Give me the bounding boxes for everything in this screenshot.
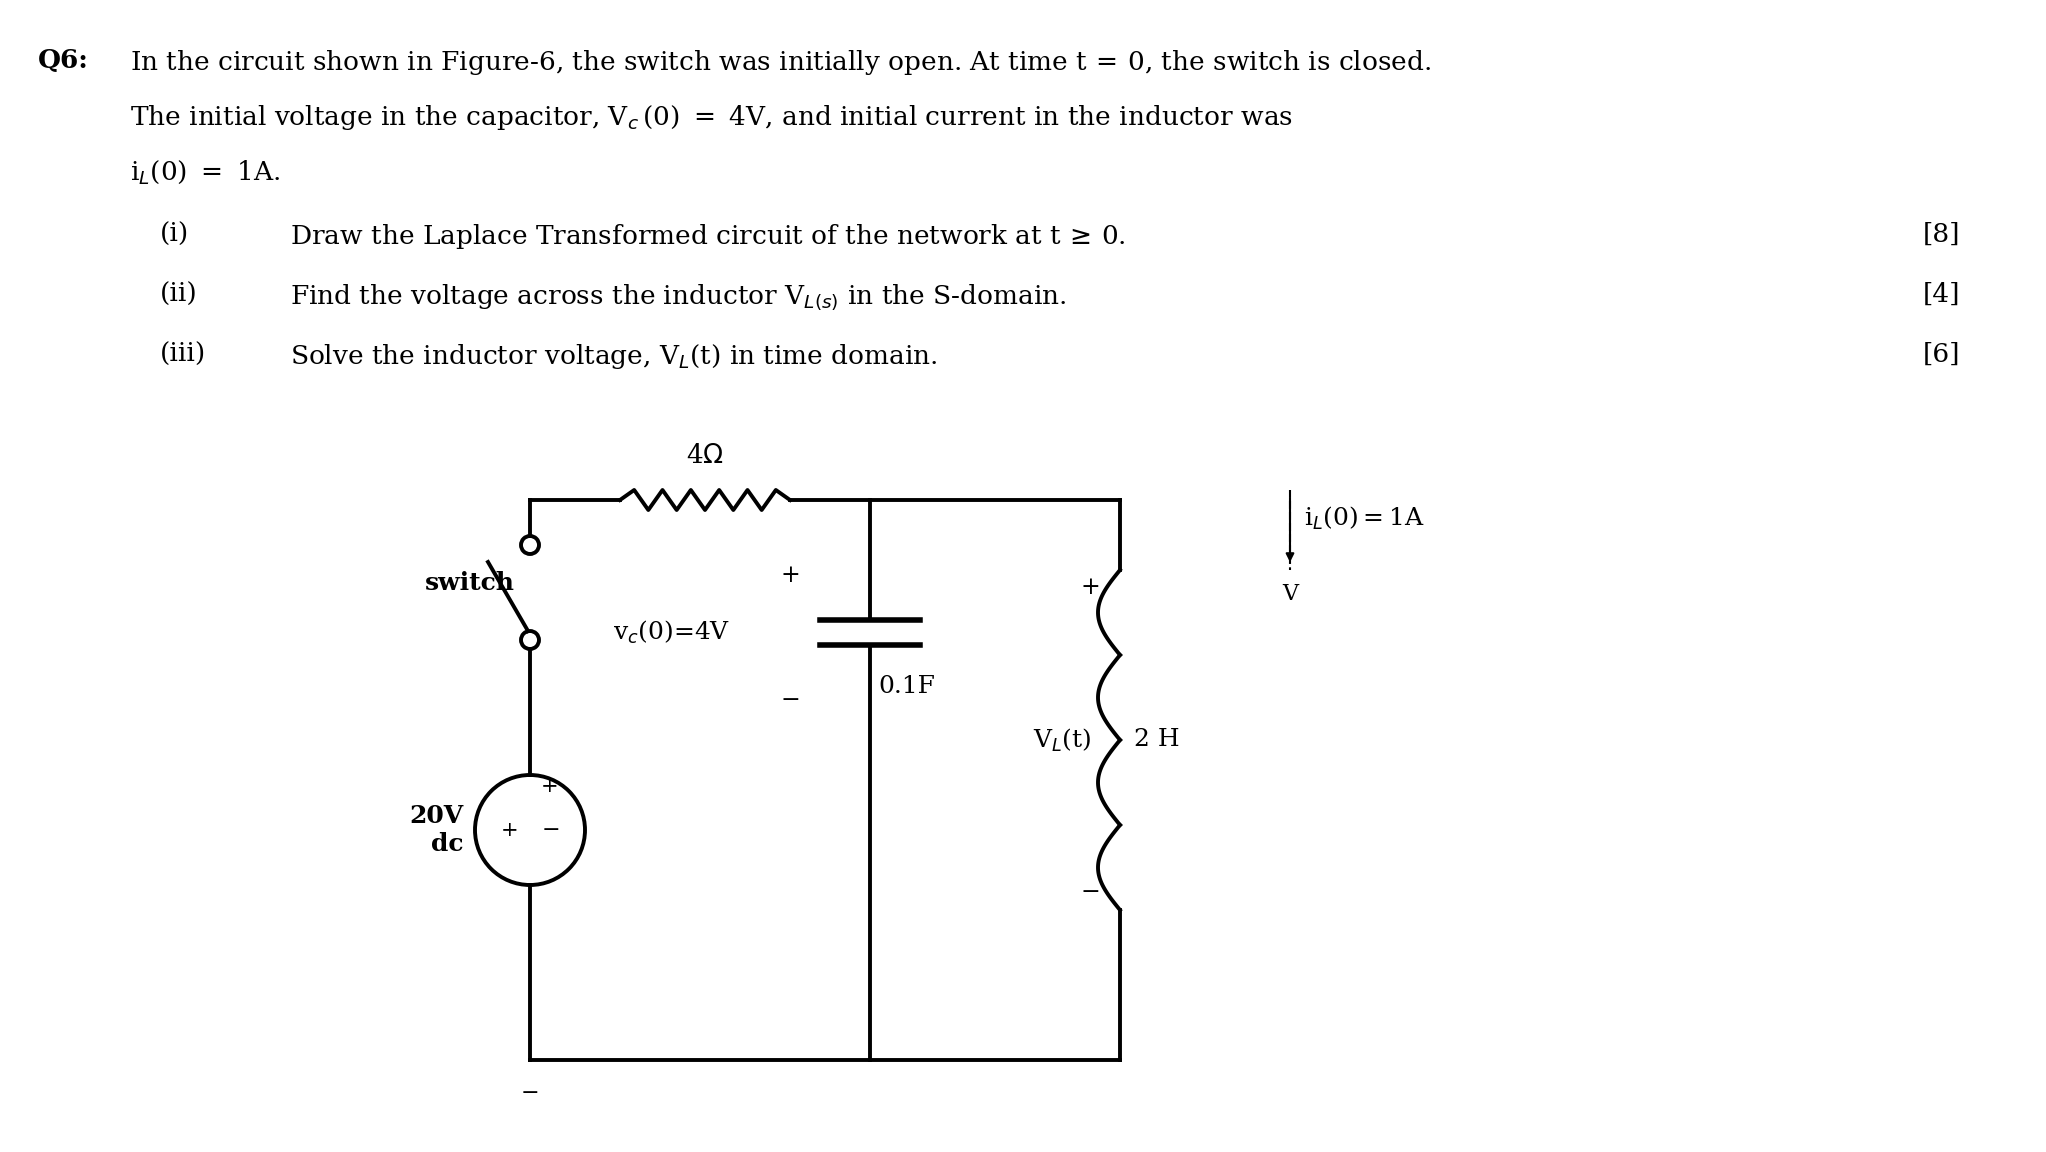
Text: (i): (i) [160, 222, 188, 247]
Text: −: − [542, 819, 561, 841]
Text: +: + [780, 563, 800, 586]
Text: 20V
dc: 20V dc [409, 804, 462, 856]
Text: V$_L$(t): V$_L$(t) [1033, 727, 1093, 753]
Text: v$_c$(0)=4V: v$_c$(0)=4V [612, 619, 730, 646]
Text: (ii): (ii) [160, 282, 198, 306]
Text: Solve the inductor voltage, V$_L$(t) in time domain.: Solve the inductor voltage, V$_L$(t) in … [291, 342, 937, 371]
Text: The initial voltage in the capacitor, V$_c\,$(0) $=$ 4V, and initial current in : The initial voltage in the capacitor, V$… [131, 103, 1293, 132]
Text: [6]: [6] [1923, 342, 1960, 367]
Text: [8]: [8] [1923, 222, 1960, 247]
Text: Q6:: Q6: [39, 48, 88, 73]
Text: +: + [540, 778, 559, 796]
Text: Find the voltage across the inductor V$_{L(s)}$ in the S-domain.: Find the voltage across the inductor V$_… [291, 282, 1066, 312]
Text: −: − [780, 689, 800, 712]
Text: 2 H: 2 H [1133, 728, 1181, 751]
Text: −: − [520, 1082, 540, 1104]
Text: +: + [1080, 576, 1101, 599]
Text: i$_L$(0)$=$1A: i$_L$(0)$=$1A [1303, 505, 1426, 531]
Text: Draw the Laplace Transformed circuit of the network at t$\,\geq\,$0.: Draw the Laplace Transformed circuit of … [291, 222, 1125, 251]
Text: V: V [1283, 583, 1297, 605]
Text: +: + [501, 820, 518, 840]
Text: In the circuit shown in Figure-6, the switch was initially open. At time t$\,=\,: In the circuit shown in Figure-6, the sw… [131, 48, 1430, 77]
Text: [4]: [4] [1923, 282, 1960, 306]
Text: 0.1F: 0.1F [878, 675, 935, 698]
Text: 4$\Omega$: 4$\Omega$ [685, 444, 724, 468]
Text: i$_L$(0) $=$ 1A.: i$_L$(0) $=$ 1A. [131, 158, 280, 185]
Text: −: − [1080, 880, 1101, 903]
Text: switch: switch [426, 570, 516, 594]
Text: (iii): (iii) [160, 342, 207, 367]
